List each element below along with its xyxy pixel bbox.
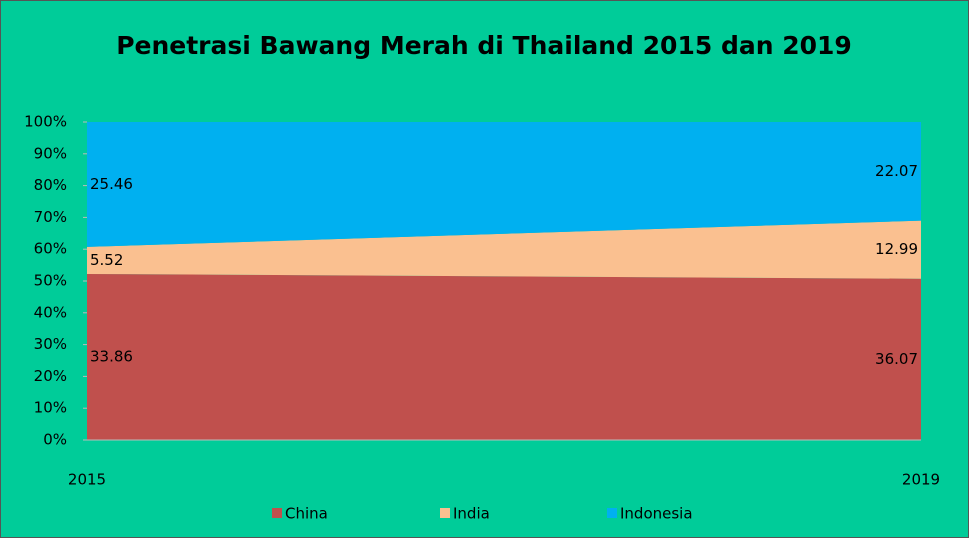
data-label: 25.46 bbox=[90, 175, 133, 193]
data-label: 12.99 bbox=[875, 240, 918, 258]
y-tick-label: 100% bbox=[24, 113, 67, 131]
data-label: 22.07 bbox=[875, 162, 918, 180]
area bbox=[87, 122, 921, 247]
legend-label: India bbox=[453, 505, 490, 523]
x-tick-label: 2015 bbox=[68, 471, 106, 489]
y-tick-label: 50% bbox=[34, 272, 67, 290]
data-label: 5.52 bbox=[90, 251, 123, 269]
legend-swatch bbox=[607, 508, 617, 518]
area bbox=[87, 273, 921, 440]
chart-title: Penetrasi Bawang Merah di Thailand 2015 … bbox=[116, 31, 852, 60]
x-tick-label: 2019 bbox=[902, 471, 940, 489]
legend-swatch bbox=[272, 508, 282, 518]
area bbox=[87, 220, 921, 279]
y-tick-label: 70% bbox=[34, 208, 67, 226]
data-label: 36.07 bbox=[875, 350, 918, 368]
y-tick-label: 40% bbox=[34, 303, 67, 321]
y-tick-label: 0% bbox=[43, 431, 67, 449]
y-tick-label: 90% bbox=[34, 144, 67, 162]
data-label: 33.86 bbox=[90, 347, 133, 365]
legend-label: China bbox=[285, 505, 328, 523]
y-tick-label: 30% bbox=[34, 335, 67, 353]
y-tick-label: 20% bbox=[34, 367, 67, 385]
y-tick-label: 60% bbox=[34, 240, 67, 258]
legend-label: Indonesia bbox=[620, 505, 693, 523]
y-tick-label: 80% bbox=[34, 176, 67, 194]
y-tick-label: 10% bbox=[34, 399, 67, 417]
legend-swatch bbox=[440, 508, 450, 518]
